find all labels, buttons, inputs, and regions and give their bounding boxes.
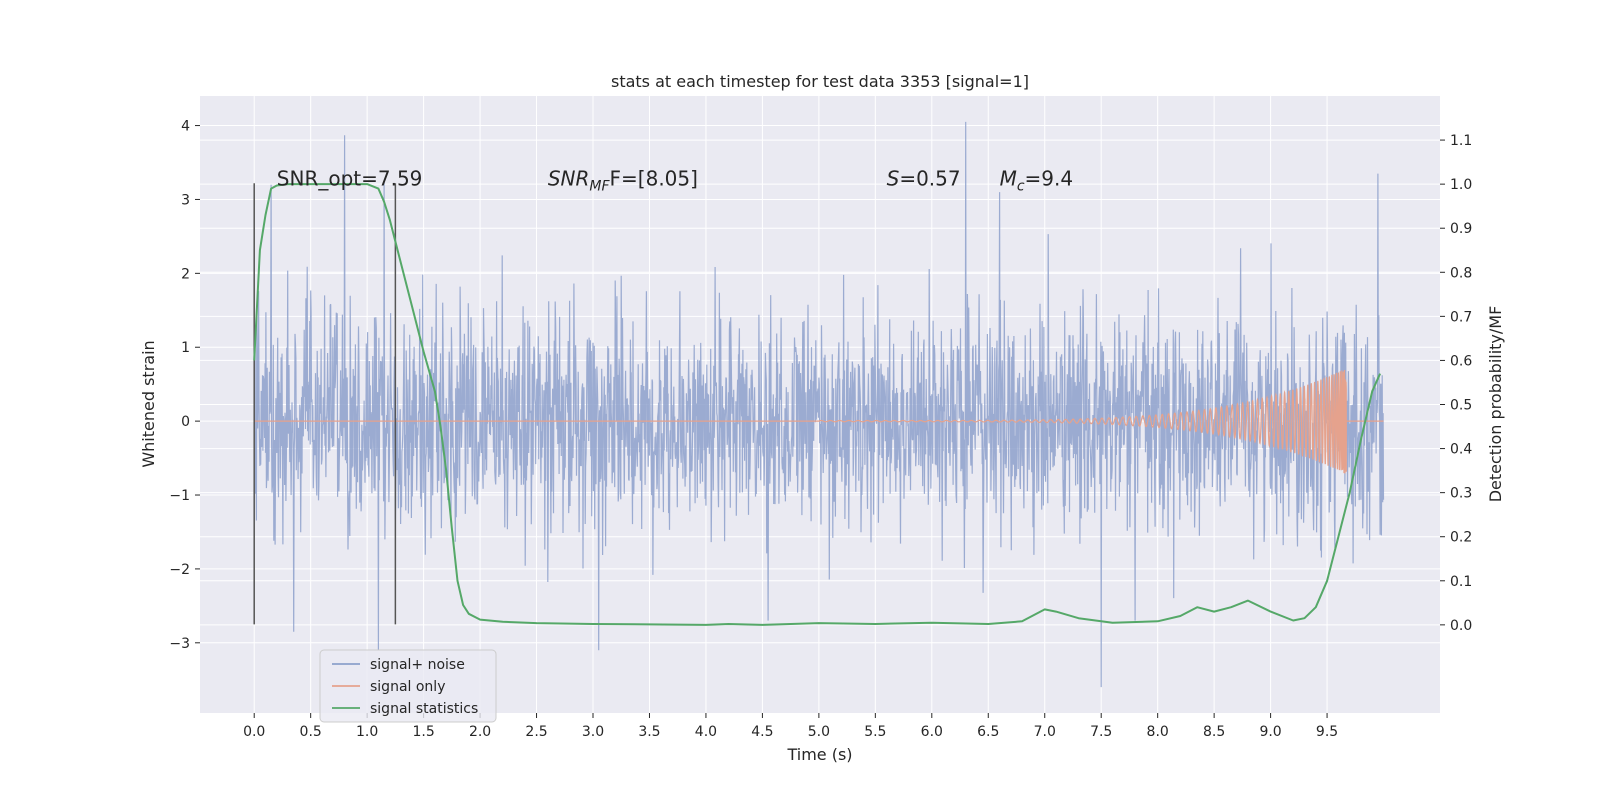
x-tick-label: 7.0 xyxy=(1034,724,1056,740)
y-tick-label: 2 xyxy=(181,266,190,282)
y-right-tick-label: 0.5 xyxy=(1450,398,1472,414)
legend-label-signal-noise: signal+ noise xyxy=(370,657,465,673)
y-axis-right-ticks: 0.0 0.1 0.2 0.3 0.4 0.5 0.6 0.7 0.8 0.9 1.0 1.1 xyxy=(1440,133,1472,634)
y-right-tick-label: 0.4 xyxy=(1450,442,1472,458)
annotations: SNR_opt=7.59 SNRMFF=[8.05] S=0.57 Mc=9.4 xyxy=(277,166,1073,194)
y-tick-label: 0 xyxy=(181,414,190,430)
legend-label-signal-only: signal only xyxy=(370,679,445,695)
x-axis-ticks: 0.0 0.5 1.0 1.5 2.0 2.5 3.0 3.5 4.0 4.5 5.0 5.5 6.0 6… xyxy=(243,713,1338,740)
y-right-tick-label: 0.2 xyxy=(1450,530,1472,546)
x-tick-label: 1.0 xyxy=(356,724,378,740)
x-tick-label: 9.5 xyxy=(1316,724,1338,740)
y-axis-ticks: −3 −2 −1 0 1 2 3 4 xyxy=(169,119,200,652)
signal-statistics-series xyxy=(253,183,1382,626)
y-axis-right-label: Detection probability/MF xyxy=(1486,306,1505,503)
x-tick-label: 9.0 xyxy=(1259,724,1281,740)
x-tick-label: 7.5 xyxy=(1090,724,1112,740)
y-right-tick-label: 0.7 xyxy=(1450,309,1472,325)
legend: signal+ noise signal only signal statist… xyxy=(319,649,497,723)
x-tick-label: 2.5 xyxy=(525,724,547,740)
signal-noise-line xyxy=(253,121,1385,688)
x-tick-label: 4.5 xyxy=(751,724,773,740)
signal-only-series xyxy=(254,370,1384,474)
signal-noise-series xyxy=(253,121,1385,688)
x-tick-label: 8.5 xyxy=(1203,724,1225,740)
y-tick-label: 3 xyxy=(181,192,190,208)
y-right-tick-label: 1.0 xyxy=(1450,177,1472,193)
x-tick-label: 1.5 xyxy=(412,724,434,740)
x-tick-label: 8.0 xyxy=(1147,724,1169,740)
x-tick-label: 3.0 xyxy=(582,724,604,740)
annotation-label: S=0.57 xyxy=(887,166,961,190)
x-tick-label: 0.5 xyxy=(300,724,322,740)
legend-box xyxy=(319,649,497,723)
annotation-label: SNRMFF=[8.05] xyxy=(548,166,698,194)
chart-title: stats at each timestep for test data 335… xyxy=(611,72,1029,91)
x-tick-label: 2.0 xyxy=(469,724,491,740)
x-tick-label: 5.0 xyxy=(808,724,830,740)
y-tick-label: −1 xyxy=(169,488,190,504)
y-right-tick-label: 0.1 xyxy=(1450,574,1472,590)
window-markers xyxy=(253,183,397,625)
signal-statistics-line xyxy=(253,183,1382,626)
annotation-label: Mc=9.4 xyxy=(1000,166,1074,194)
legend-label-signal-statistics: signal statistics xyxy=(370,701,478,717)
y-right-tick-label: 0.0 xyxy=(1450,618,1472,634)
y-tick-label: 1 xyxy=(181,340,190,356)
y-right-tick-label: 1.1 xyxy=(1450,133,1472,149)
x-tick-label: 3.5 xyxy=(638,724,660,740)
y-right-tick-label: 0.6 xyxy=(1450,353,1472,369)
y-right-tick-label: 0.8 xyxy=(1450,265,1472,281)
y-tick-label: −2 xyxy=(169,562,190,578)
x-tick-label: 4.0 xyxy=(695,724,717,740)
x-axis-label: Time (s) xyxy=(786,745,852,764)
y-axis-label: Whitened strain xyxy=(139,340,158,467)
y-right-tick-label: 0.3 xyxy=(1450,486,1472,502)
signal-only-line xyxy=(254,370,1384,474)
x-tick-label: 6.0 xyxy=(921,724,943,740)
y-tick-label: 4 xyxy=(181,119,190,135)
x-tick-label: 0.0 xyxy=(243,724,265,740)
x-tick-label: 5.5 xyxy=(864,724,886,740)
x-tick-label: 6.5 xyxy=(977,724,999,740)
y-right-tick-label: 0.9 xyxy=(1450,221,1472,237)
annotation-label: SNR_opt=7.59 xyxy=(277,166,423,190)
y-tick-label: −3 xyxy=(169,636,190,652)
